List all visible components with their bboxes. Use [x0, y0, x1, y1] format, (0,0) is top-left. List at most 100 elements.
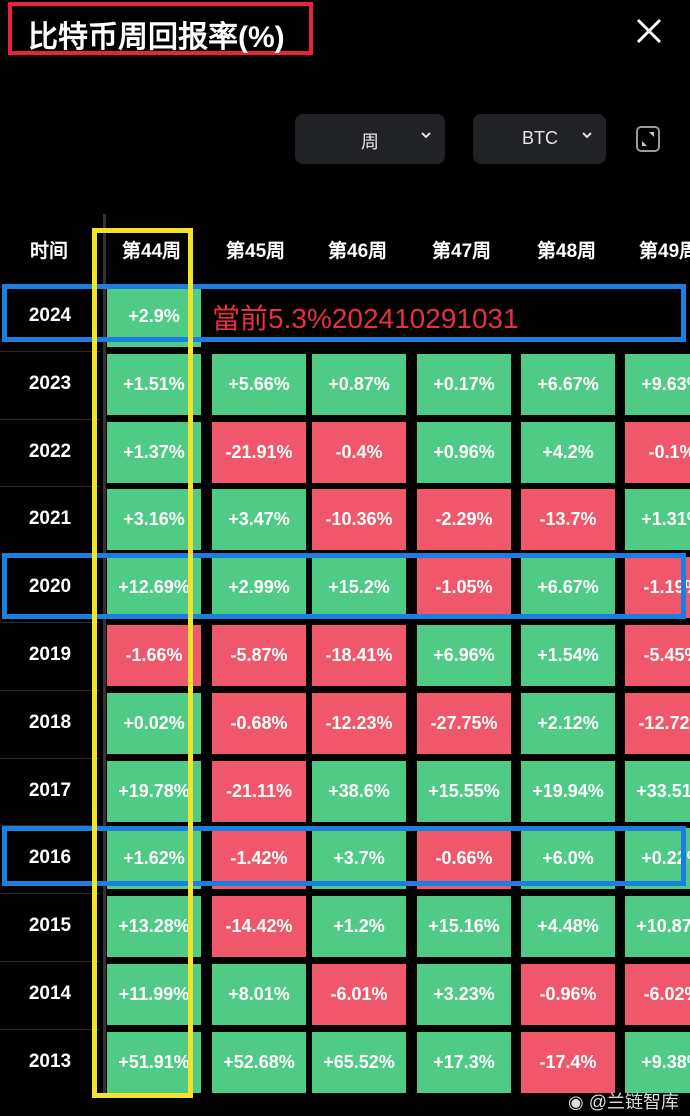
return-cell[interactable]: +1.51%	[107, 354, 201, 415]
return-cell[interactable]: -6.01%	[312, 964, 406, 1025]
return-cell[interactable]: +15.2%	[312, 557, 406, 618]
return-cell[interactable]: +15.55%	[417, 761, 511, 822]
return-cell[interactable]: +19.78%	[107, 761, 201, 822]
highlight-row-2016	[2, 826, 686, 886]
return-cell[interactable]: +3.7%	[312, 828, 406, 889]
return-cell[interactable]: +11.99%	[107, 964, 201, 1025]
return-cell[interactable]: +2.12%	[521, 693, 615, 754]
return-cell[interactable]: -27.75%	[417, 693, 511, 754]
return-cell[interactable]: -17.4%	[521, 1032, 615, 1093]
return-cell[interactable]: -0.66%	[417, 828, 511, 889]
return-cell[interactable]: +3.23%	[417, 964, 511, 1025]
row-separator	[0, 825, 100, 826]
asset-select-value: BTC	[522, 128, 558, 148]
row-separator	[0, 961, 100, 962]
return-cell[interactable]: +6.67%	[521, 557, 615, 618]
return-cell[interactable]: +1.37%	[107, 422, 201, 483]
return-cell[interactable]: +0.87%	[312, 354, 406, 415]
return-cell[interactable]: -0.96%	[521, 964, 615, 1025]
return-cell[interactable]: -0.4%	[312, 422, 406, 483]
time-column-header: 时间	[30, 241, 69, 262]
return-cell[interactable]: +13.28%	[107, 896, 201, 957]
return-cell[interactable]: +0.02%	[107, 693, 201, 754]
return-cell[interactable]: +2.9%	[107, 286, 201, 347]
return-cell[interactable]: +38.6%	[312, 761, 406, 822]
return-cell[interactable]: +12.69%	[107, 557, 201, 618]
return-cell[interactable]: -10.36%	[312, 489, 406, 550]
period-select[interactable]: 周	[295, 114, 445, 164]
return-cell[interactable]: +3.47%	[212, 489, 306, 550]
close-icon[interactable]	[634, 16, 664, 46]
return-cell[interactable]: -5.87%	[212, 625, 306, 686]
return-cell[interactable]: +0.96%	[417, 422, 511, 483]
return-cell[interactable]: -6.02%	[625, 964, 690, 1025]
return-cell[interactable]: +52.68%	[212, 1032, 306, 1093]
return-cell[interactable]: +2.99%	[212, 557, 306, 618]
expand-icon[interactable]	[636, 126, 660, 152]
row-separator	[0, 690, 100, 691]
current-value-note: 當前5.3%202410291031	[212, 303, 519, 334]
return-cell[interactable]: +6.96%	[417, 625, 511, 686]
return-cell[interactable]: -0.1%	[625, 422, 690, 483]
return-cell[interactable]: +10.87%	[625, 896, 690, 957]
return-cell[interactable]: -13.7%	[521, 489, 615, 550]
return-cell[interactable]: +4.48%	[521, 896, 615, 957]
return-cell[interactable]: +5.66%	[212, 354, 306, 415]
return-cell[interactable]: +1.2%	[312, 896, 406, 957]
year-label: 2018	[28, 712, 72, 733]
year-label: 2023	[28, 373, 72, 394]
return-cell[interactable]: -1.19%	[625, 557, 690, 618]
return-cell[interactable]: -21.11%	[212, 761, 306, 822]
row-separator	[0, 1029, 100, 1030]
return-cell[interactable]: -12.23%	[312, 693, 406, 754]
return-cell[interactable]: +3.16%	[107, 489, 201, 550]
return-cell[interactable]: +65.52%	[312, 1032, 406, 1093]
year-label: 2019	[28, 644, 72, 665]
year-label: 2020	[28, 576, 72, 597]
highlight-row-2024	[2, 284, 686, 342]
column-header: 第45周	[226, 241, 286, 262]
period-select-value: 周	[361, 132, 379, 152]
return-cell[interactable]: +1.54%	[521, 625, 615, 686]
return-cell[interactable]: +6.67%	[521, 354, 615, 415]
asset-select[interactable]: BTC	[473, 114, 606, 164]
return-cell[interactable]: -12.72%	[625, 693, 690, 754]
row-separator	[0, 622, 100, 623]
return-cell[interactable]: -1.42%	[212, 828, 306, 889]
return-cell[interactable]: +15.16%	[417, 896, 511, 957]
return-cell[interactable]: +9.63%	[625, 354, 690, 415]
return-cell[interactable]: +19.94%	[521, 761, 615, 822]
return-cell[interactable]: -0.68%	[212, 693, 306, 754]
return-cell[interactable]: +33.51%	[625, 761, 690, 822]
column-header: 第47周	[432, 241, 492, 262]
return-cell[interactable]: -21.91%	[212, 422, 306, 483]
return-cell[interactable]: +1.62%	[107, 828, 201, 889]
weibo-icon: ◉	[568, 1092, 589, 1112]
return-cell[interactable]: +0.22%	[625, 828, 690, 889]
year-label: 2024	[28, 305, 72, 326]
return-cell[interactable]: -14.42%	[212, 896, 306, 957]
return-cell[interactable]: +51.91%	[107, 1032, 201, 1093]
year-label: 2017	[28, 780, 72, 801]
column-header: 第48周	[537, 241, 597, 262]
watermark: ◉ @兰链智库	[568, 1088, 679, 1114]
year-label: 2016	[28, 847, 72, 868]
return-cell[interactable]: +6.0%	[521, 828, 615, 889]
chevron-down-icon	[582, 132, 592, 139]
highlight-column-week44	[92, 228, 193, 1098]
return-cell[interactable]: +8.01%	[212, 964, 306, 1025]
return-cell[interactable]: +0.17%	[417, 354, 511, 415]
year-label: 2014	[28, 983, 72, 1004]
return-cell[interactable]: +17.3%	[417, 1032, 511, 1093]
return-cell[interactable]: +9.38%	[625, 1032, 690, 1093]
return-cell[interactable]: -1.05%	[417, 557, 511, 618]
frozen-column-divider	[103, 214, 106, 1094]
row-separator	[0, 419, 100, 420]
return-cell[interactable]: -5.45%	[625, 625, 690, 686]
return-cell[interactable]: -1.66%	[107, 625, 201, 686]
return-cell[interactable]: +4.2%	[521, 422, 615, 483]
return-cell[interactable]: +1.31%	[625, 489, 690, 550]
year-label: 2022	[28, 441, 72, 462]
return-cell[interactable]: -2.29%	[417, 489, 511, 550]
return-cell[interactable]: -18.41%	[312, 625, 406, 686]
